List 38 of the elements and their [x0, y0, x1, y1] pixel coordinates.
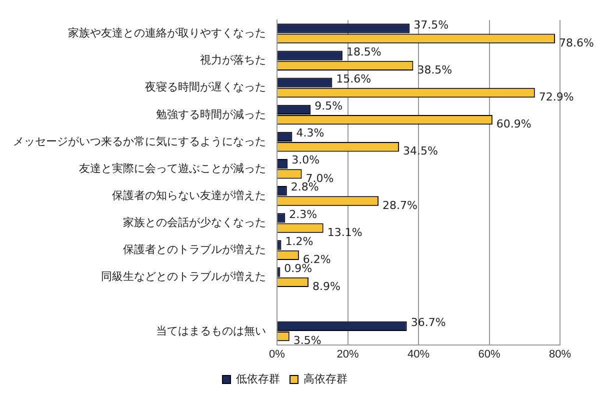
data-label: 1.2%: [285, 234, 314, 248]
y-tick-label: 勉強する時間が減った: [156, 108, 266, 121]
x-tick-label: 20%: [336, 348, 359, 360]
data-label: 38.5%: [417, 64, 452, 77]
data-label: 60.9%: [496, 118, 532, 131]
y-tick-label: 友達と実際に会って遊ぶことが減った: [79, 162, 266, 175]
data-label: 18.5%: [346, 45, 382, 58]
data-label: 3.0%: [292, 154, 320, 167]
data-label: 4.3%: [296, 126, 324, 140]
data-label: 78.6%: [559, 36, 594, 50]
x-tick-label: 60%: [478, 348, 500, 360]
y-tick-label: 夜寝る時間が遅くなった: [145, 80, 266, 94]
data-label: 13.1%: [327, 226, 362, 239]
y-tick-label: 当てはまるものは無い: [156, 325, 266, 338]
data-label: 9.5%: [314, 100, 343, 113]
data-label: 2.8%: [290, 180, 319, 194]
y-tick-label: 保護者とのトラブルが増えた: [123, 243, 266, 256]
y-tick-label: 保護者の知らない友達が増えた: [112, 188, 266, 202]
y-tick-label: 同級生などとのトラブルが増えた: [101, 270, 266, 284]
data-label: 0.9%: [284, 262, 312, 275]
x-tick-label: 40%: [407, 348, 430, 360]
y-tick-label: 家族や友達との連絡が取りやすくなった: [68, 26, 266, 40]
data-label: 36.7%: [410, 316, 446, 330]
data-label: 15.6%: [336, 72, 372, 86]
data-label: 28.7%: [382, 198, 418, 212]
data-label: 2.3%: [289, 208, 318, 221]
y-tick-label: メッセージがいつ来るか常に気にするようになった: [13, 134, 266, 148]
x-tick-label: 80%: [548, 348, 572, 360]
data-label: 34.5%: [403, 144, 438, 158]
legend-label: 低依存群: [236, 374, 280, 386]
legend-label: 高依存群: [304, 372, 348, 386]
data-label: 37.5%: [414, 18, 449, 32]
data-label: 8.9%: [312, 280, 340, 294]
y-tick-label: 家族との会話が少なくなった: [123, 216, 266, 230]
y-tick-label: 視力が落ちた: [200, 54, 266, 67]
data-label: 3.5%: [293, 334, 322, 348]
data-label: 72.9%: [538, 90, 574, 104]
x-tick-label: 0%: [269, 348, 286, 360]
